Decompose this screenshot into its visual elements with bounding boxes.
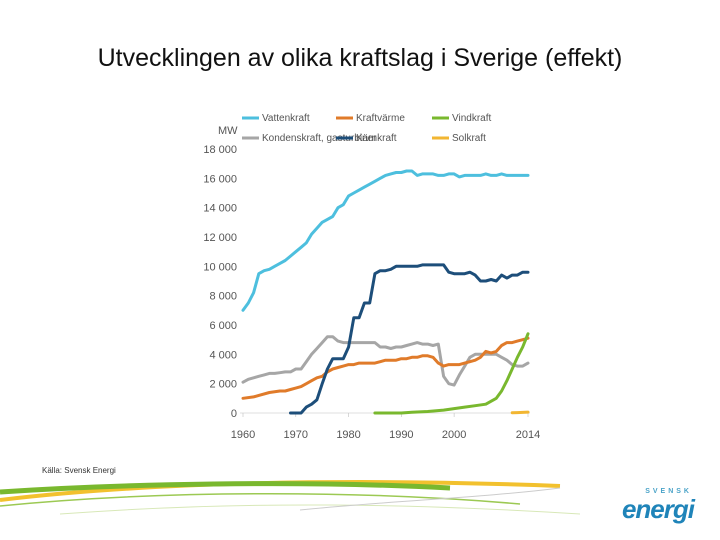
y-tick-label: 2 000: [209, 379, 237, 391]
legend-label: Vattenkraft: [262, 113, 310, 124]
source-note: Källa: Svensk Energi: [42, 466, 116, 475]
logo-small-text: SVENSK: [645, 488, 692, 495]
y-tick-label: 4 000: [209, 349, 237, 361]
y-axis-ticks: 0 2 000 4 000 6 000 8 000 10 000 12 000 14 000 1…: [203, 144, 237, 420]
legend-label: Vindkraft: [452, 113, 492, 124]
svensk-energi-logo: SVENSK energi: [604, 488, 700, 528]
y-tick-label: 18 000: [203, 144, 237, 156]
legend-label: Solkraft: [452, 133, 486, 144]
y-tick-label: 12 000: [203, 232, 237, 244]
series-line-solkraft: [510, 410, 530, 415]
power-capacity-chart: Vattenkraft Kondenskraft, gasturbiner Kraf…: [203, 113, 540, 441]
y-tick-label: 0: [231, 408, 237, 420]
series-line-vindkraft: [373, 332, 530, 415]
y-tick-label: 16 000: [203, 173, 237, 185]
chart-legend: Vattenkraft Kondenskraft, gasturbiner Kraf…: [242, 113, 492, 144]
y-tick-label: 6 000: [209, 320, 237, 332]
swoosh-gray: [299, 487, 561, 511]
x-tick-label: 2014: [516, 429, 540, 441]
legend-label: Kraftvärme: [356, 113, 405, 124]
swoosh-green: [0, 481, 451, 495]
decorative-swooshes: [0, 480, 581, 515]
y-axis-label: MW: [218, 125, 238, 137]
legend-label: Kondenskraft, gasturbiner: [262, 133, 377, 144]
swoosh-light: [59, 504, 581, 515]
series-line-kärnkraft: [289, 263, 530, 415]
legend-label: Kärnkraft: [356, 133, 397, 144]
x-tick-label: 1980: [336, 429, 360, 441]
logo-main-text: energi: [621, 494, 695, 524]
x-tick-label: 1960: [231, 429, 255, 441]
y-tick-label: 10 000: [203, 261, 237, 273]
x-tick-label: 1970: [284, 429, 308, 441]
x-axis-ticks: 1960 1970 1980 1990 2000 2014: [231, 413, 540, 441]
slide-title: Utvecklingen av olika kraftslag i Sverig…: [97, 44, 623, 72]
series-line-vattenkraft: [241, 169, 530, 312]
swoosh-green-thin: [0, 492, 521, 507]
series-line-kondenskraft-gasturbiner: [241, 335, 530, 387]
x-tick-label: 1990: [389, 429, 413, 441]
y-tick-label: 8 000: [209, 291, 237, 303]
series-line-kraftvärme: [241, 336, 530, 400]
chart-series: [241, 169, 530, 415]
y-tick-label: 14 000: [203, 203, 237, 215]
x-tick-label: 2000: [442, 429, 466, 441]
